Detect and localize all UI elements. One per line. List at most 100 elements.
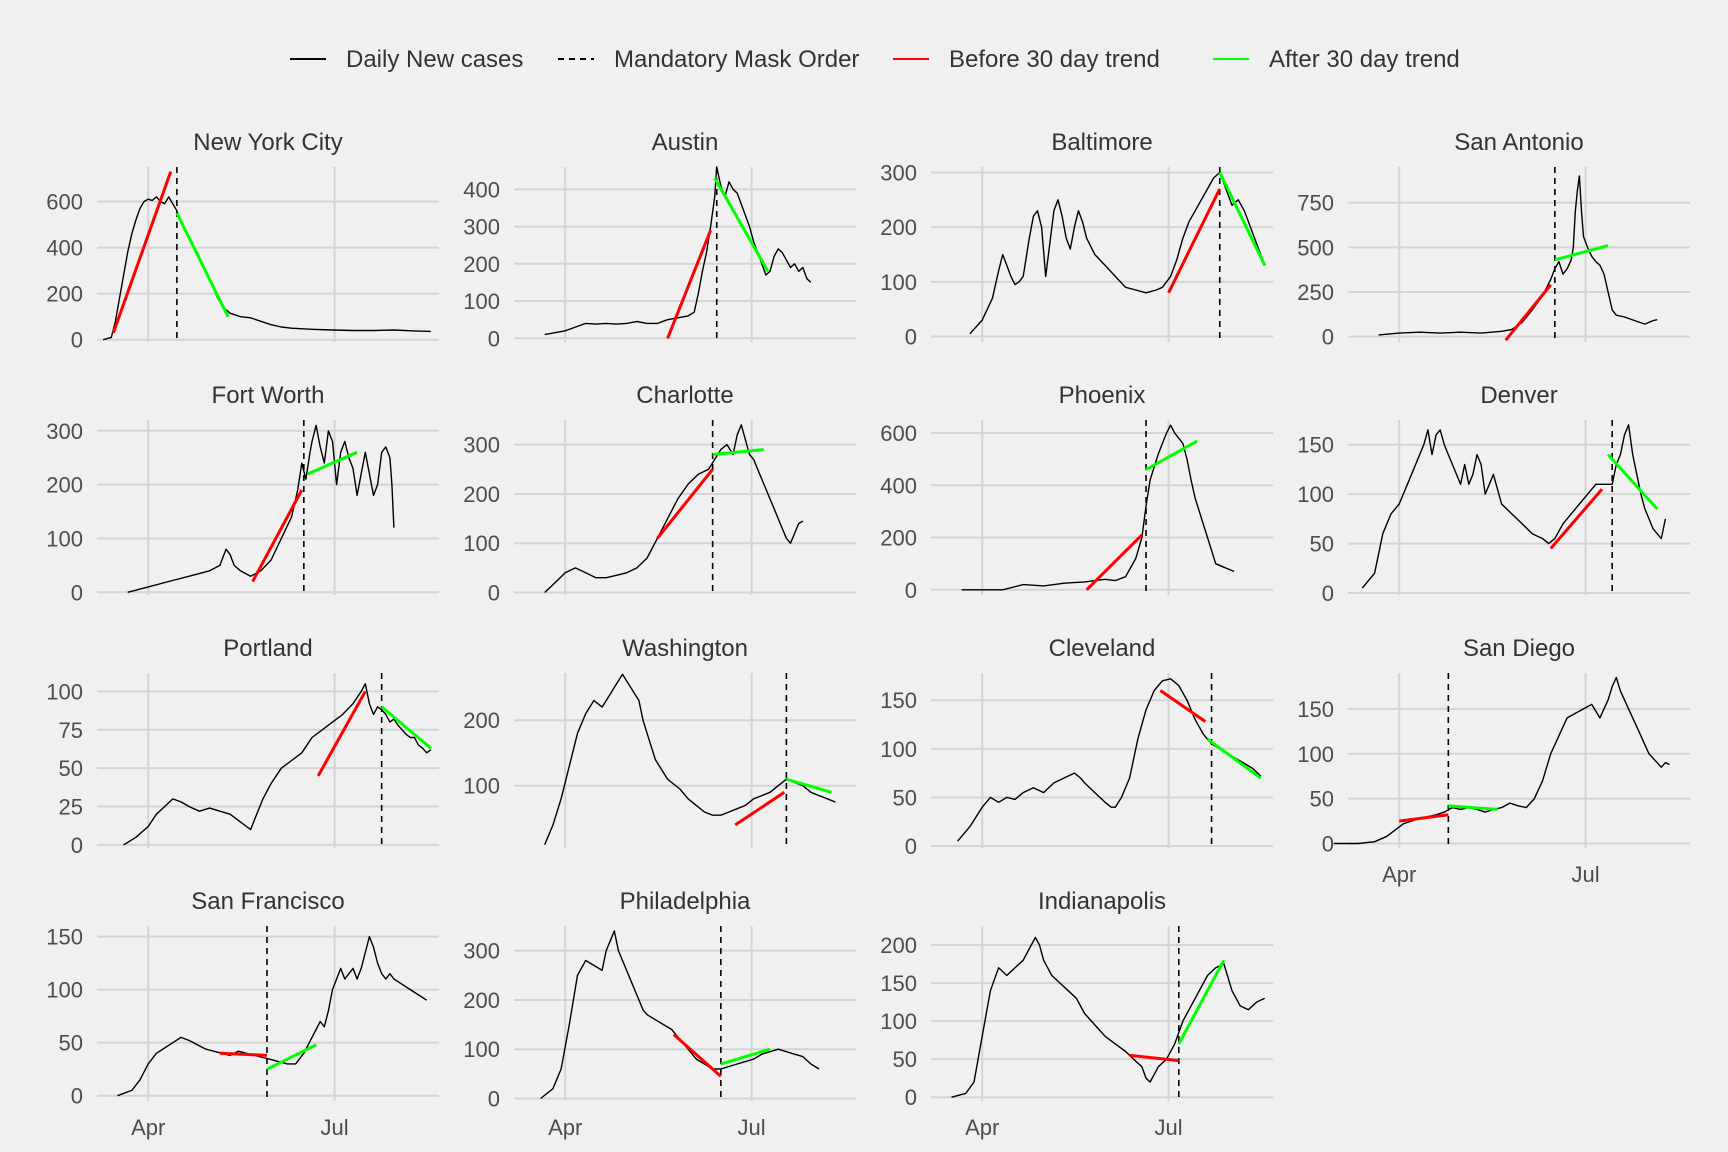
y-tick-label: 0 <box>905 325 917 350</box>
y-tick-label: 0 <box>1322 832 1334 857</box>
x-tick-label: Apr <box>131 1115 165 1140</box>
y-tick-label: 150 <box>46 925 83 950</box>
legend-label-3: After 30 day trend <box>1269 46 1460 73</box>
panel-title: San Diego <box>1463 635 1575 662</box>
after-trend-line <box>1448 804 1498 811</box>
x-tick-label: Jul <box>1571 862 1599 887</box>
panel-title: Charlotte <box>636 382 733 409</box>
panel-2: Baltimore 0 100 200 300 <box>880 129 1273 350</box>
y-tick-label: 0 <box>1322 325 1334 350</box>
y-tick-label: 300 <box>463 215 500 240</box>
panel-13: Philadelphia 0 100 200 300 Apr Jul <box>463 888 856 1140</box>
panel-title: San Francisco <box>191 888 344 915</box>
panel-title: Fort Worth <box>212 382 325 409</box>
before-trend-line <box>316 690 367 777</box>
after-trend-line <box>712 448 764 457</box>
daily-cases-line <box>957 678 1262 842</box>
panel-9: Washington 100 200 <box>463 635 856 848</box>
panel-11: San Diego 0 50 100 150 Apr Jul <box>1297 635 1690 887</box>
panel-title: Portland <box>223 635 312 662</box>
panel-title: Baltimore <box>1051 129 1152 156</box>
before-trend-line <box>1129 1053 1179 1063</box>
y-tick-label: 0 <box>905 578 917 603</box>
y-tick-label: 50 <box>893 785 917 810</box>
y-tick-label: 200 <box>463 988 500 1013</box>
legend-label-2: Before 30 day trend <box>949 46 1160 73</box>
y-tick-label: 150 <box>880 688 917 713</box>
y-tick-label: 150 <box>1297 433 1334 458</box>
after-trend-line <box>720 1047 771 1066</box>
y-tick-label: 0 <box>71 1084 83 1109</box>
panel-title: Phoenix <box>1059 382 1146 409</box>
after-trend-line <box>175 212 230 318</box>
daily-cases-line <box>540 930 820 1100</box>
before-trend-line <box>734 791 786 827</box>
after-trend-line <box>307 450 358 476</box>
before-trend-line <box>1159 689 1207 723</box>
before-trend-line <box>1085 533 1143 591</box>
daily-cases-line <box>123 683 432 846</box>
y-tick-label: 50 <box>893 1047 917 1072</box>
legend-label-1: Mandatory Mask Order <box>614 46 859 73</box>
daily-cases-line <box>544 424 804 594</box>
y-tick-label: 200 <box>880 933 917 958</box>
x-tick-label: Jul <box>1154 1115 1182 1140</box>
panel-10: Cleveland 0 50 100 150 <box>880 635 1273 859</box>
after-trend-line <box>713 177 770 273</box>
after-trend-line <box>380 705 432 750</box>
y-tick-label: 600 <box>46 190 83 215</box>
y-tick-label: 150 <box>880 971 917 996</box>
y-tick-label: 300 <box>463 939 500 964</box>
before-trend-line <box>251 489 304 583</box>
y-tick-label: 300 <box>463 433 500 458</box>
daily-cases-line <box>1333 676 1670 845</box>
panel-title: Cleveland <box>1049 635 1156 662</box>
daily-cases-line <box>1378 175 1658 336</box>
before-trend-line <box>1167 188 1222 294</box>
y-tick-label: 400 <box>46 236 83 261</box>
panel-title: New York City <box>193 129 342 156</box>
y-tick-label: 750 <box>1297 191 1334 216</box>
after-trend-line <box>1606 453 1659 510</box>
daily-cases-line <box>117 935 428 1097</box>
y-tick-label: 25 <box>59 795 83 820</box>
y-tick-label: 100 <box>880 270 917 295</box>
legend: Daily New cases Mandatory Mask Order Befor… <box>290 46 1460 73</box>
before-trend-line <box>1399 813 1449 823</box>
before-trend-line <box>219 1051 268 1057</box>
daily-cases-line <box>127 424 395 593</box>
x-tick-label: Apr <box>965 1115 999 1140</box>
y-tick-label: 200 <box>463 708 500 733</box>
panel-title: Denver <box>1480 382 1557 409</box>
panel-12: San Francisco 0 50 100 150 Apr Jul <box>46 888 439 1140</box>
daily-cases-line <box>544 673 836 845</box>
x-tick-label: Apr <box>548 1115 582 1140</box>
after-trend-line <box>785 777 832 794</box>
daily-cases-line <box>102 196 431 341</box>
y-tick-label: 0 <box>488 326 500 351</box>
y-tick-label: 200 <box>46 473 83 498</box>
daily-cases-line <box>969 171 1266 335</box>
y-tick-label: 0 <box>905 1085 917 1110</box>
panel-title: San Antonio <box>1454 129 1583 156</box>
after-trend-line <box>1177 959 1226 1045</box>
y-tick-label: 200 <box>46 282 83 307</box>
y-tick-label: 200 <box>463 252 500 277</box>
y-tick-label: 0 <box>71 833 83 858</box>
y-tick-label: 600 <box>880 421 917 446</box>
y-tick-label: 250 <box>1297 280 1334 305</box>
y-tick-label: 100 <box>1297 742 1334 767</box>
y-tick-label: 50 <box>59 1031 83 1056</box>
y-tick-label: 200 <box>880 526 917 551</box>
y-tick-label: 400 <box>463 177 500 202</box>
after-trend-line <box>1206 737 1262 780</box>
panel-title: Philadelphia <box>620 888 751 915</box>
panel-7: Denver 0 50 100 150 <box>1297 382 1690 606</box>
before-trend-line <box>1549 488 1604 550</box>
after-trend-line <box>1554 244 1609 262</box>
y-tick-label: 400 <box>880 473 917 498</box>
y-tick-label: 0 <box>488 1087 500 1112</box>
y-tick-label: 100 <box>1297 482 1334 507</box>
before-trend-line <box>111 171 173 334</box>
